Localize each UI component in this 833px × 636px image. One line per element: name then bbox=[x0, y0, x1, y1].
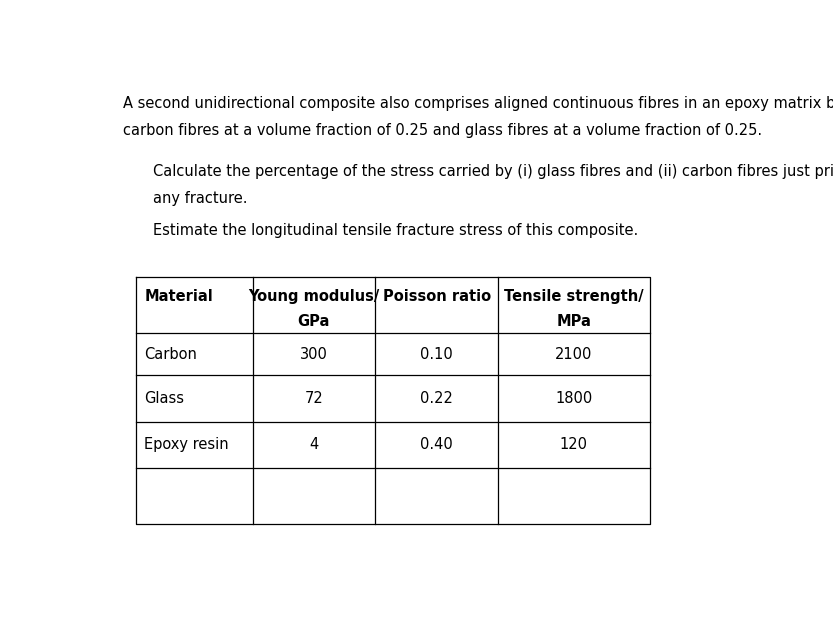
Text: Estimate the longitudinal tensile fracture stress of this composite.: Estimate the longitudinal tensile fractu… bbox=[152, 223, 638, 238]
Text: MPa: MPa bbox=[556, 314, 591, 329]
Text: 0.10: 0.10 bbox=[420, 347, 453, 362]
Text: 300: 300 bbox=[300, 347, 328, 362]
Text: any fracture.: any fracture. bbox=[152, 191, 247, 207]
Text: GPa: GPa bbox=[297, 314, 330, 329]
Text: 2100: 2100 bbox=[555, 347, 592, 362]
Text: A second unidirectional composite also comprises aligned continuous fibres in an: A second unidirectional composite also c… bbox=[123, 96, 833, 111]
Text: Epoxy resin: Epoxy resin bbox=[144, 438, 229, 452]
Text: 4: 4 bbox=[309, 438, 318, 452]
Text: Tensile strength/: Tensile strength/ bbox=[504, 289, 644, 305]
Text: Young modulus/: Young modulus/ bbox=[248, 289, 380, 305]
Text: 0.40: 0.40 bbox=[420, 438, 453, 452]
Text: Calculate the percentage of the stress carried by (i) glass fibres and (ii) carb: Calculate the percentage of the stress c… bbox=[152, 165, 833, 179]
Text: Glass: Glass bbox=[144, 391, 184, 406]
Text: Poisson ratio: Poisson ratio bbox=[382, 289, 491, 305]
Text: carbon fibres at a volume fraction of 0.25 and glass fibres at a volume fraction: carbon fibres at a volume fraction of 0.… bbox=[123, 123, 763, 138]
Text: Carbon: Carbon bbox=[144, 347, 197, 362]
Text: 120: 120 bbox=[560, 438, 588, 452]
Text: 72: 72 bbox=[305, 391, 323, 406]
Text: 1800: 1800 bbox=[555, 391, 592, 406]
Text: 0.22: 0.22 bbox=[420, 391, 453, 406]
Text: Material: Material bbox=[144, 289, 213, 305]
